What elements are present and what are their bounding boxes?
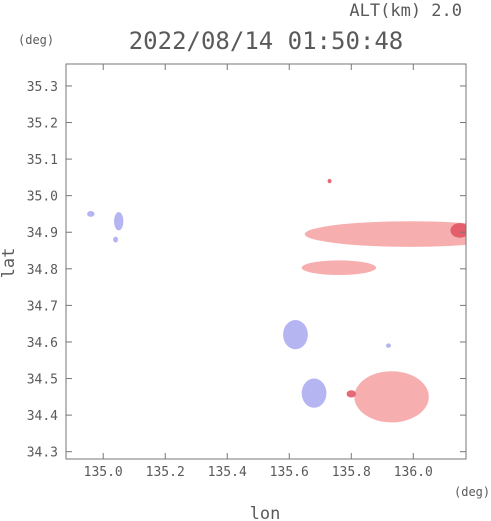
x-tick-label: 135.2 bbox=[146, 465, 185, 480]
echo-speck-35-04 bbox=[327, 178, 332, 184]
echo-speck-34-59 bbox=[386, 343, 391, 348]
x-tick-label: 135.8 bbox=[332, 465, 371, 480]
y-tick-label: 35.3 bbox=[27, 80, 58, 95]
y-tick-label: 34.9 bbox=[27, 226, 58, 241]
chart-title: 2022/08/14 01:50:48 bbox=[129, 27, 404, 55]
x-axis-label: lon bbox=[250, 504, 281, 521]
echo-south-east-cluster bbox=[354, 371, 429, 423]
echo-west-speck-1 bbox=[87, 211, 95, 217]
echo-central-cluster bbox=[283, 320, 308, 350]
echo-mid-band bbox=[301, 260, 377, 276]
y-tick-label: 35.2 bbox=[27, 117, 58, 132]
echo-west-speck-2 bbox=[114, 212, 124, 231]
echo-south-west-edge bbox=[346, 390, 356, 398]
echo-north-band-east-core bbox=[450, 223, 466, 238]
y-unit-label: (deg) bbox=[18, 33, 54, 47]
x-tick-label: 136.0 bbox=[394, 465, 433, 480]
plot-frame bbox=[65, 63, 467, 460]
y-tick-label: 34.8 bbox=[27, 263, 58, 278]
x-tick-label: 135.6 bbox=[270, 465, 309, 480]
y-tick-label: 34.3 bbox=[27, 446, 58, 461]
x-tick-label: 135.4 bbox=[208, 465, 247, 480]
y-tick-label: 34.6 bbox=[27, 336, 58, 351]
echo-west-speck-3 bbox=[113, 236, 119, 243]
echo-south-central-cluster bbox=[301, 378, 327, 408]
x-tick-label: 135.0 bbox=[84, 465, 123, 480]
echo-layer bbox=[87, 178, 466, 423]
y-axis-label: lat bbox=[0, 248, 19, 279]
y-tick-label: 34.7 bbox=[27, 299, 58, 314]
y-tick-label: 34.5 bbox=[27, 373, 58, 388]
y-tick-label: 35.1 bbox=[27, 153, 58, 168]
y-tick-label: 35.0 bbox=[27, 190, 58, 205]
y-tick-label: 34.4 bbox=[27, 409, 58, 424]
x-unit-label: (deg) bbox=[454, 485, 490, 499]
echo-north-band bbox=[304, 221, 466, 247]
axis-layer: 135.0 135.2 135.4 135.6 135.8 136.0 34.3 34.4 34… bbox=[27, 64, 466, 480]
altitude-label: ALT(km) 2.0 bbox=[349, 1, 462, 21]
